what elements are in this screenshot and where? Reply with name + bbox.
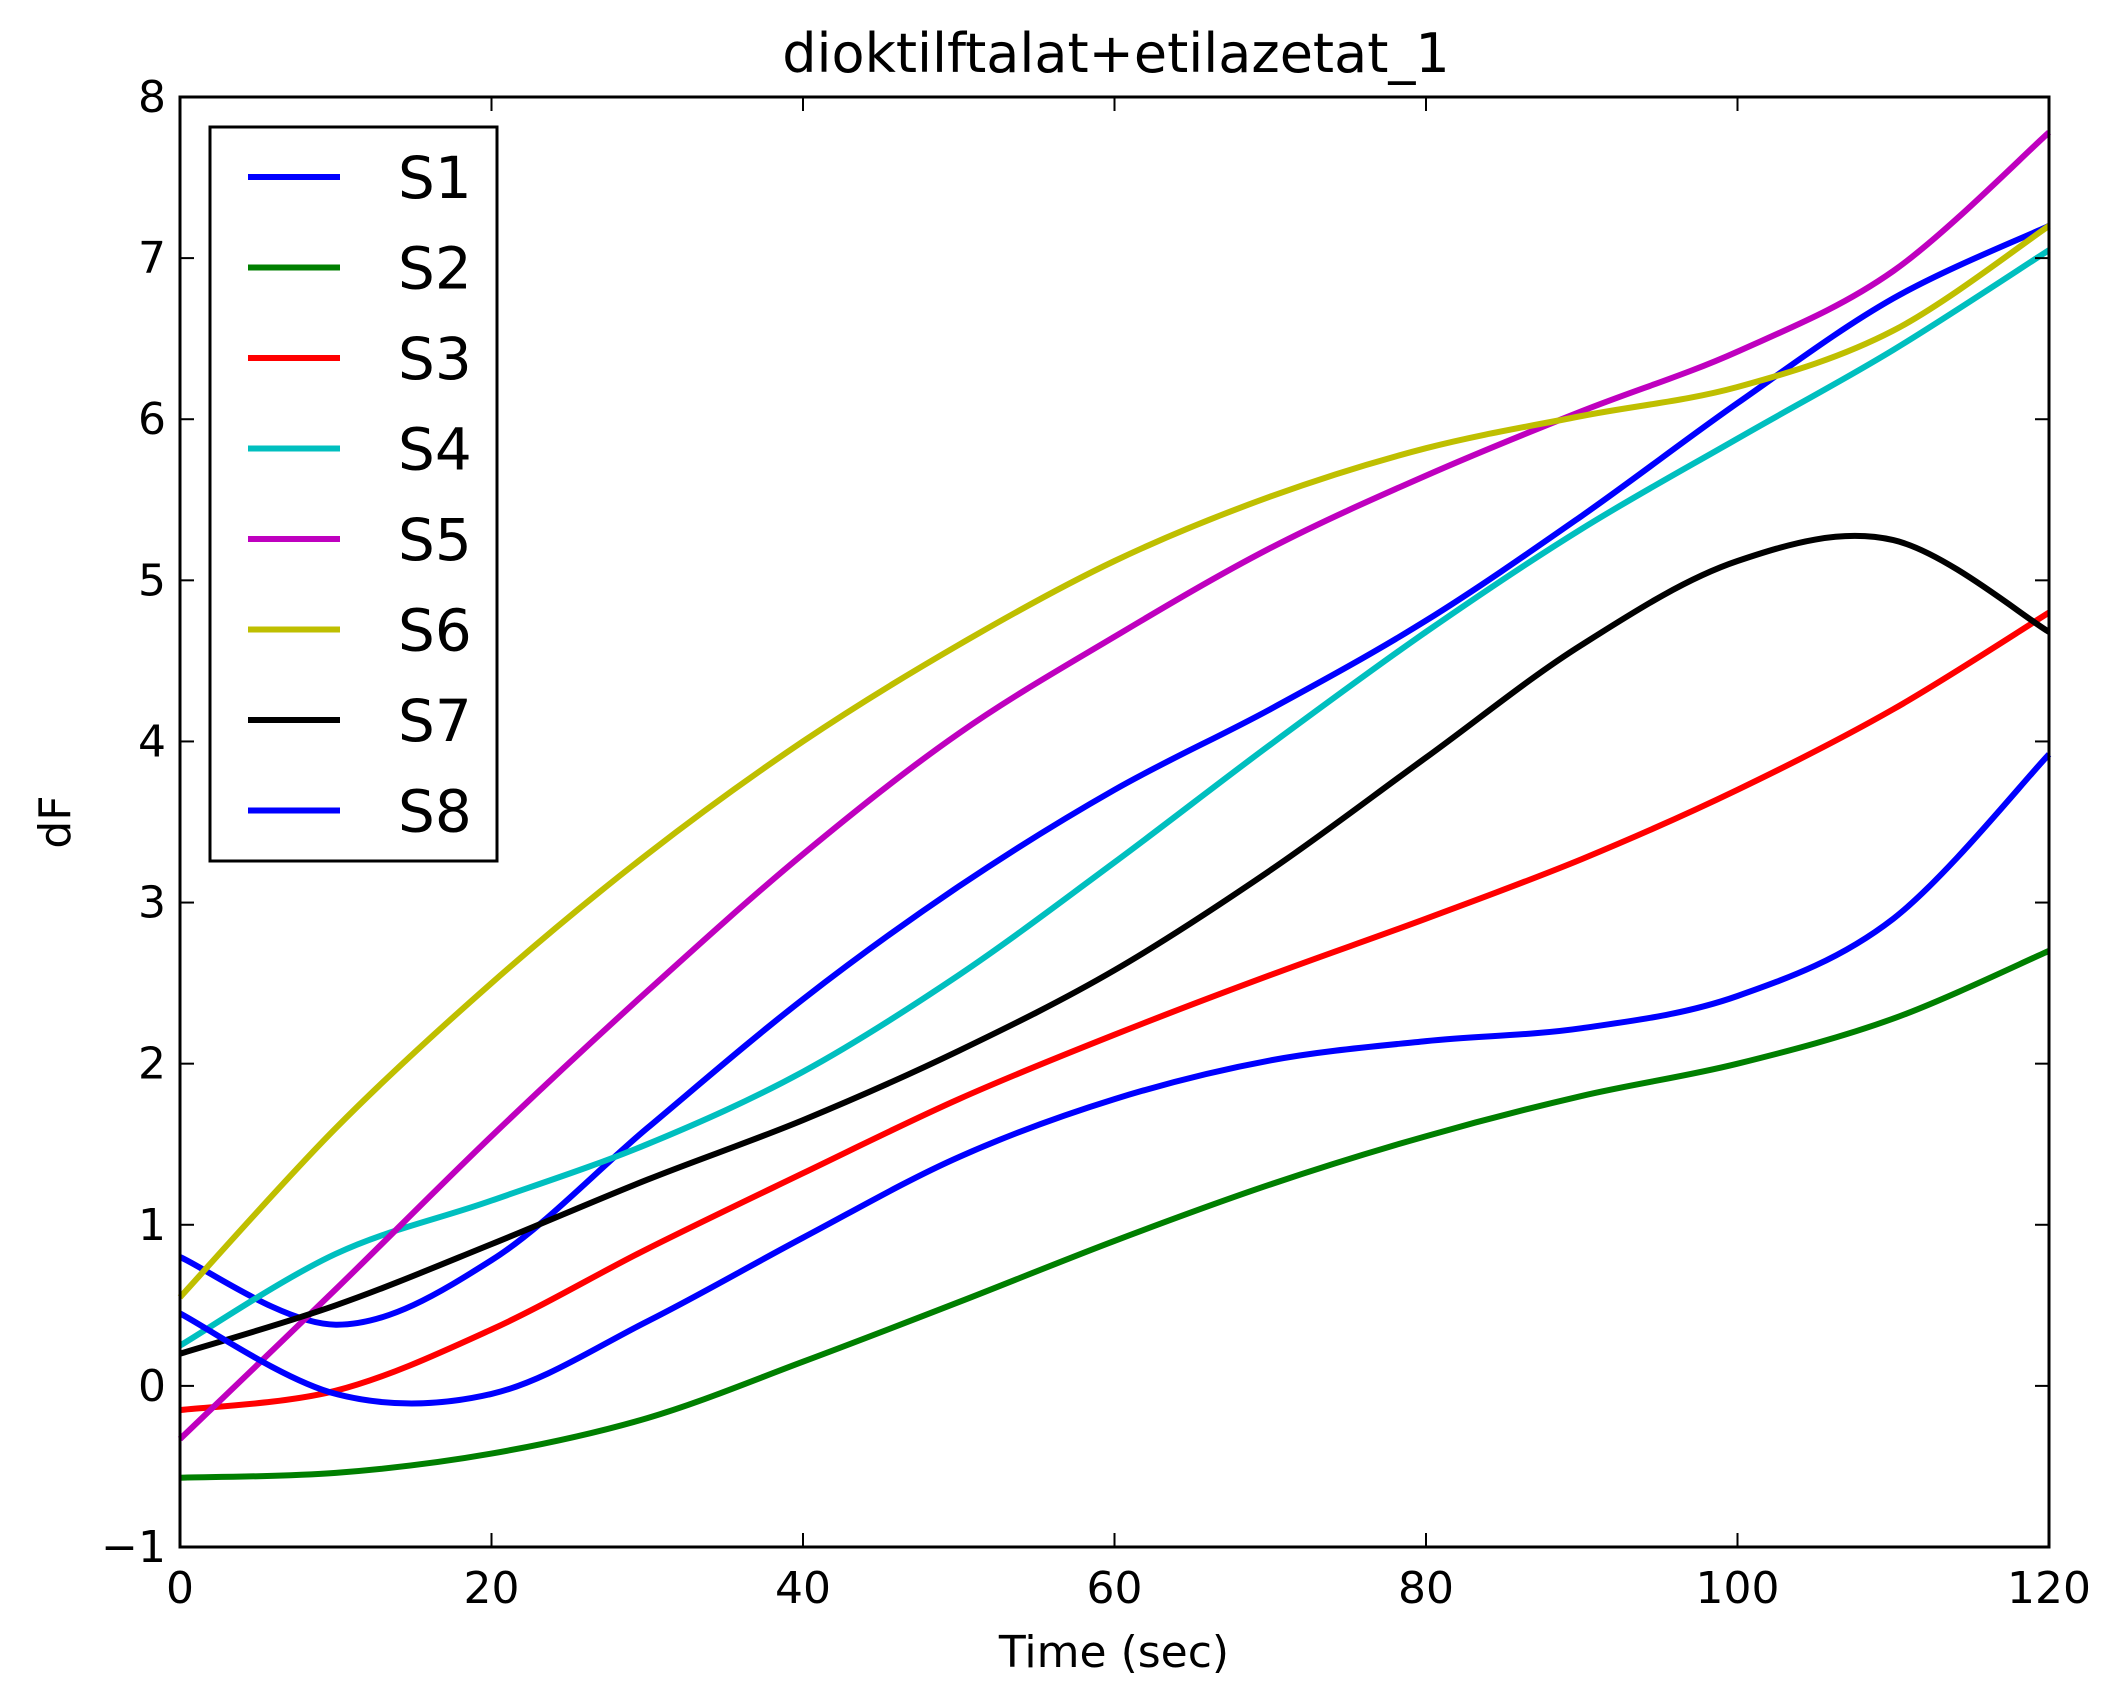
legend-label: S6: [398, 597, 472, 665]
x-tick-label: 100: [1696, 1563, 1780, 1614]
chart-title: dioktilftalat+etilazetat_1: [782, 22, 1449, 85]
series-line-s4: [178, 247, 2051, 1349]
x-tick-label: 60: [1087, 1563, 1143, 1614]
legend-label: S4: [398, 416, 472, 484]
y-tick-label: −1: [101, 1522, 166, 1573]
legend-label: S8: [398, 778, 472, 846]
x-tick-label: 120: [2007, 1563, 2091, 1614]
legend-label: S1: [398, 144, 472, 212]
y-tick-label: 5: [138, 555, 166, 606]
x-tick-label: 20: [464, 1563, 520, 1614]
legend-box: [208, 125, 499, 863]
legend-label: S3: [398, 325, 472, 393]
series-line-s3: [179, 610, 2051, 1414]
y-tick-label: 3: [138, 878, 166, 929]
y-tick-label: 8: [138, 72, 166, 123]
y-tick-label: 0: [138, 1361, 166, 1412]
legend-label: S5: [398, 506, 472, 574]
x-tick-label: 80: [1398, 1563, 1454, 1614]
x-tick-label: 40: [775, 1563, 831, 1614]
legend-label: S7: [398, 687, 472, 755]
y-tick-label: 4: [138, 716, 166, 767]
series-line-s1: [178, 223, 2051, 1328]
x-tick-label: 0: [166, 1563, 194, 1614]
series-line-s2: [179, 948, 2051, 1481]
y-tick-label: 2: [138, 1039, 166, 1090]
series-layer: [177, 130, 2052, 1481]
y-tick-label: 7: [138, 233, 166, 284]
series-line-s7: [179, 532, 2051, 1357]
y-tick-label: 1: [138, 1200, 166, 1251]
plot-area-frame: [178, 95, 2051, 1549]
legend: S1 S2 S3 S4 S5 S6 S7 S8: [208, 125, 499, 863]
x-axis-label: Time (sec): [998, 1627, 1229, 1678]
series-line-s6: [177, 223, 2051, 1300]
y-axis-label: dF: [30, 795, 81, 848]
series-line-s8: [178, 752, 2052, 1407]
y-tick-label: 6: [138, 394, 166, 445]
legend-label: S2: [398, 235, 472, 303]
series-line-s5: [177, 130, 2051, 1442]
